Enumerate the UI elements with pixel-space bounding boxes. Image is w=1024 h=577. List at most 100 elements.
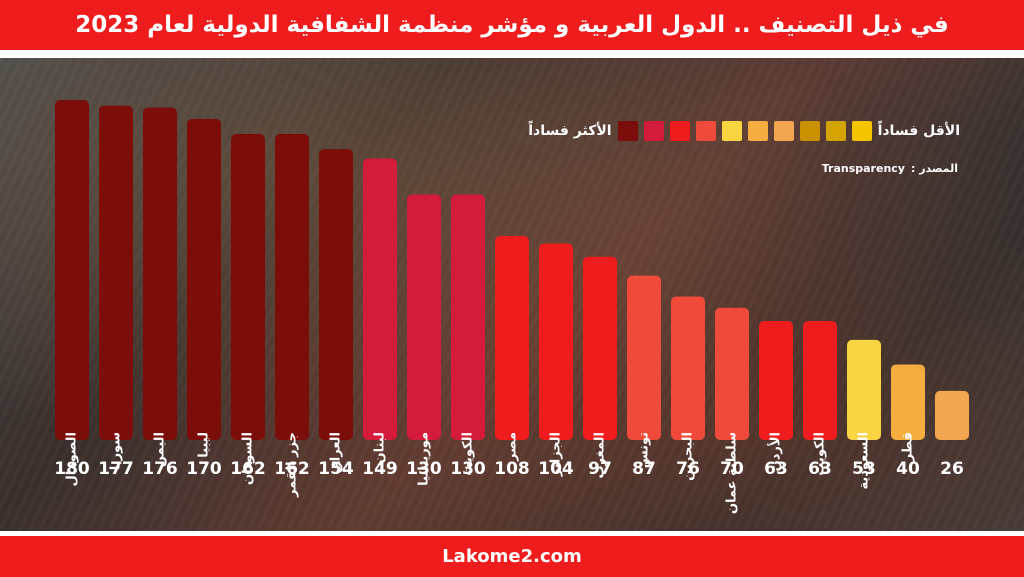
bar-value-label: 53 (852, 459, 876, 479)
legend-swatch (721, 121, 742, 141)
bar-value-label: 162 (230, 459, 266, 479)
bar (99, 105, 133, 441)
bar (539, 243, 573, 440)
bar-category-label: المغرب (593, 432, 608, 479)
bar-category-label: السعودية (857, 432, 872, 490)
legend-swatch (669, 121, 690, 141)
bar-category-label: العراق (329, 432, 344, 473)
bar-value-label: 149 (362, 459, 398, 479)
bar-value-label: 26 (940, 459, 964, 479)
bar-group: 26 (935, 390, 969, 479)
source-note: المصدر : Transparency (700, 162, 958, 180)
bar-value-label: 176 (142, 459, 178, 479)
source-label: المصدر : (910, 162, 958, 175)
bar (363, 158, 397, 441)
bar (55, 100, 89, 440)
bar-category-label: سلطنة عمان (725, 432, 740, 514)
legend-swatch (747, 121, 768, 141)
bar-value-label: 170 (186, 459, 222, 479)
bar (187, 118, 221, 440)
bar-value-label: 162 (274, 459, 310, 479)
bar-category-label: الجزائر (549, 432, 564, 477)
bar-value-label: 63 (808, 459, 832, 479)
bar-value-label: 130 (406, 459, 442, 479)
legend-swatch (773, 121, 794, 141)
bar-category-label: جزر القمر (285, 432, 300, 498)
bar (627, 275, 661, 440)
chart-title: في ذيل التصنيف .. الدول العربية و مؤشر م… (0, 0, 1024, 50)
bar-value-label: 97 (588, 459, 612, 479)
bar (407, 194, 441, 440)
legend-swatch (851, 121, 872, 141)
bar-category-label: سوريا (109, 432, 124, 470)
bar-category-label: الكويت (813, 432, 828, 476)
bar-value-label: 154 (318, 459, 354, 479)
bar (935, 390, 969, 440)
bar-category-label: اليمن (153, 432, 168, 467)
bar-category-label: البحرين (681, 432, 696, 481)
bar-value-label: 180 (54, 459, 90, 479)
bar-category-label: لبنان (373, 432, 388, 463)
bar (143, 107, 177, 441)
bar (715, 307, 749, 440)
bar-value-label: 87 (632, 459, 656, 479)
bar-value-label: 76 (676, 459, 700, 479)
bar-category-label: قطر (901, 432, 916, 462)
bar (891, 364, 925, 440)
bar (759, 321, 793, 440)
legend-swatch (695, 121, 716, 141)
bar (847, 339, 881, 440)
bar-category-label: ليبيا (197, 432, 212, 458)
color-legend: الأقل فساداً الأكثر فساداً (500, 118, 960, 144)
bar (583, 256, 617, 440)
legend-swatch (799, 121, 820, 141)
legend-swatch (617, 121, 638, 141)
bar (231, 134, 265, 440)
legend-most-label: الأكثر فساداً (528, 123, 612, 139)
bar-category-label: السودان (241, 432, 256, 485)
bar-category-label: الأردن (767, 432, 784, 471)
bar-value-label: 108 (494, 459, 530, 479)
bar (803, 321, 837, 440)
bar-category-label: مصر (505, 432, 520, 462)
footer-site[interactable]: Lakome2.com (0, 536, 1024, 577)
bar-category-label: موريتانيا (417, 432, 432, 486)
legend-swatch (643, 121, 664, 141)
legend-least-label: الأقل فساداً (877, 123, 960, 139)
bar (671, 296, 705, 440)
bar (451, 194, 485, 440)
bar (319, 149, 353, 440)
bar-category-label: الصومال (65, 432, 80, 487)
legend-swatch (825, 121, 846, 141)
bar-value-label: 130 (450, 459, 486, 479)
bar (495, 236, 529, 440)
bar-value-label: 63 (764, 459, 788, 479)
source-value: Transparency (821, 162, 905, 175)
bar-value-label: 70 (720, 459, 744, 479)
bar (275, 134, 309, 440)
bar-value-label: 40 (896, 459, 920, 479)
bar-category-label: الكويت (461, 432, 476, 476)
bar-value-label: 104 (538, 459, 574, 479)
bar-category-label: تونس (637, 432, 652, 468)
